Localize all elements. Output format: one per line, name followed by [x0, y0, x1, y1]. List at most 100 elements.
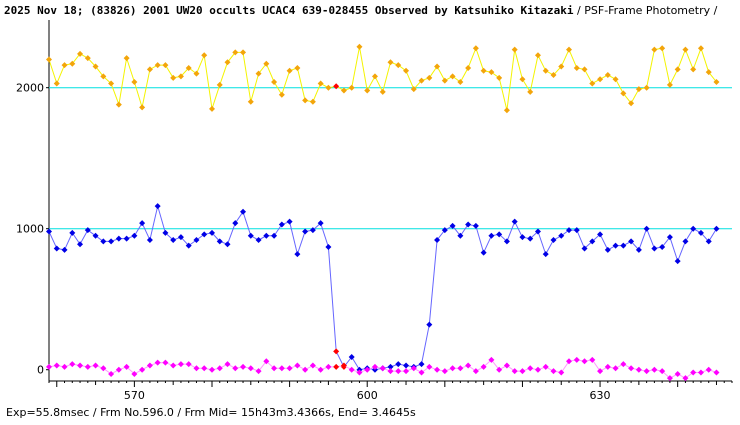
- data-point: [480, 67, 487, 74]
- chart-title-main: 2025 Nov 18; (83826) 2001 UW20 occults U…: [4, 4, 574, 17]
- data-point: [286, 218, 293, 225]
- data-point: [309, 227, 316, 234]
- data-point: [278, 365, 285, 372]
- data-point: [46, 363, 52, 370]
- data-point: [177, 361, 184, 368]
- data-point: [573, 64, 580, 71]
- chart-title: 2025 Nov 18; (83826) 2001 UW20 occults U…: [4, 4, 718, 17]
- data-point: [488, 232, 495, 239]
- data-point: [403, 368, 410, 375]
- data-point: [146, 66, 153, 73]
- data-point: [682, 238, 689, 245]
- data-point: [682, 375, 689, 382]
- data-point: [597, 76, 604, 83]
- data-point: [170, 74, 177, 81]
- x-axis-ticks: 570 600 630: [48, 381, 733, 402]
- data-point: [472, 368, 479, 375]
- data-point: [604, 246, 611, 253]
- data-point: [271, 79, 278, 86]
- data-point: [302, 366, 309, 373]
- data-point: [69, 361, 76, 368]
- data-point: [589, 356, 596, 363]
- data-point: [185, 242, 192, 249]
- data-point: [146, 362, 153, 369]
- data-point: [131, 79, 138, 86]
- data-point: [255, 70, 262, 77]
- data-point: [46, 228, 52, 235]
- data-point: [550, 368, 557, 375]
- data-point: [263, 60, 270, 67]
- data-point: [628, 365, 635, 372]
- data-point: [589, 80, 596, 87]
- data-point: [53, 80, 60, 87]
- data-point: [403, 362, 410, 369]
- data-point: [193, 70, 200, 77]
- data-point: [496, 231, 503, 238]
- data-point: [356, 369, 363, 376]
- data-point: [364, 366, 371, 373]
- data-point: [635, 86, 642, 93]
- data-point: [379, 88, 386, 95]
- data-point: [92, 362, 99, 369]
- data-point: [542, 67, 549, 74]
- data-point: [612, 242, 619, 249]
- data-point: [100, 365, 107, 372]
- data-point: [77, 362, 84, 369]
- data-point: [371, 73, 378, 80]
- data-point: [488, 356, 495, 363]
- data-point: [597, 231, 604, 238]
- chart-title-method: / PSF-Frame Photometry /: [574, 4, 718, 17]
- data-point: [395, 368, 402, 375]
- data-point: [84, 227, 91, 234]
- data-point: [139, 104, 146, 111]
- data-point: [263, 232, 270, 239]
- data-point: [193, 236, 200, 243]
- data-point: [208, 229, 215, 236]
- data-point: [705, 238, 712, 245]
- data-point: [325, 363, 332, 370]
- data-point: [604, 71, 611, 78]
- data-point: [519, 234, 526, 241]
- data-point: [705, 69, 712, 76]
- data-point: [232, 220, 239, 227]
- data-point: [154, 203, 161, 210]
- data-point: [115, 235, 122, 242]
- data-point: [643, 84, 650, 91]
- data-point: [278, 221, 285, 228]
- data-point: [496, 366, 503, 373]
- data-point: [302, 97, 309, 104]
- data-point: [441, 368, 448, 375]
- data-point: [581, 358, 588, 365]
- data-point: [666, 234, 673, 241]
- data-point: [100, 238, 107, 245]
- data-point: [379, 365, 386, 372]
- data-point: [558, 63, 565, 70]
- data-point: [534, 52, 541, 59]
- data-point: [348, 366, 355, 373]
- data-point: [131, 370, 138, 377]
- data-point: [356, 43, 363, 50]
- data-point: [558, 369, 565, 376]
- data-point: [46, 56, 52, 63]
- data-point: [457, 79, 464, 86]
- data-point: [115, 101, 122, 108]
- data-point: [247, 98, 254, 105]
- data-point: [185, 64, 192, 71]
- data-point: [177, 73, 184, 80]
- data-point: [573, 356, 580, 363]
- data-point: [77, 241, 84, 248]
- data-point: [488, 69, 495, 76]
- data-point: [566, 227, 573, 234]
- data-point: [449, 365, 456, 372]
- data-point: [449, 73, 456, 80]
- data-point: [713, 369, 720, 376]
- data-point: [348, 354, 355, 361]
- data-point: [240, 49, 247, 56]
- reference-lines: [49, 87, 732, 230]
- data-point: [162, 229, 169, 236]
- data-point: [100, 73, 107, 80]
- data-point: [286, 365, 293, 372]
- data-point: [682, 46, 689, 53]
- data-point: [294, 251, 301, 258]
